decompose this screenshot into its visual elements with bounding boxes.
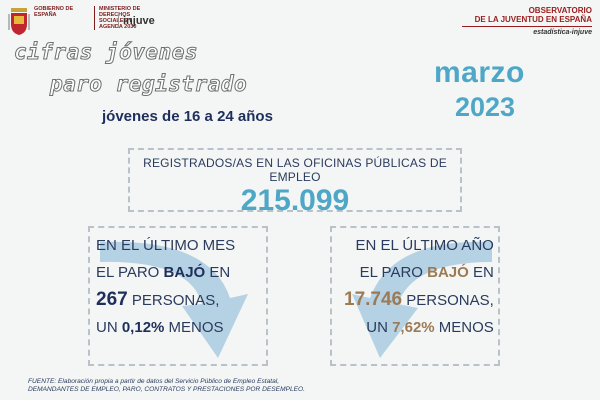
yearly-line2: EL PARO BAJÓ EN [359, 264, 494, 281]
total-label: REGISTRADOS/AS EN LAS OFICINAS PÚBLICAS … [143, 156, 447, 184]
total-value: 215.099 [240, 184, 350, 217]
injuve-logo: injuve [118, 14, 155, 28]
down-arrow-icon [352, 241, 492, 358]
injuve-label: injuve [123, 14, 155, 27]
observatory-logo: OBSERVATORIO DE LA JUVENTUD EN ESPAÑA es… [462, 6, 592, 37]
source-line1: FUENTE: Elaboración propia a partir de d… [28, 378, 280, 385]
title-line2: paro registrado [49, 72, 248, 97]
monthly-people-value: 267 [96, 289, 128, 310]
yearly-fell-word: BAJÓ [427, 264, 469, 281]
government-label: GOBIERNO DE ESPAÑA [34, 6, 74, 18]
yearly-line1: EN EL ÚLTIMO AÑO [355, 237, 494, 254]
yearly-percent-value: 7,62% [392, 319, 435, 336]
yearly-line3: 17.746 PERSONAS, [344, 289, 494, 310]
monthly-line4: UN 0,12% MENOS [96, 319, 224, 336]
ministry-label: MINISTERIO DE DERECHOS SOCIALES Y AGENDA… [99, 6, 141, 30]
monthly-line1: EN EL ÚLTIMO MES [96, 237, 236, 254]
down-arrow-icon [100, 241, 248, 358]
yearly-change-box: EN EL ÚLTIMO AÑO EL PARO BAJÓ EN 17.746 … [330, 226, 500, 366]
period-month: marzo [434, 56, 525, 89]
monthly-percent-value: 0,12% [121, 319, 165, 336]
source-line2: DEMANDANTES DE EMPLEO, PARO, CONTRATOS Y… [28, 386, 305, 393]
source-note: FUENTE: Elaboración propia a partir de d… [28, 378, 305, 394]
yearly-line4: UN 7,62% MENOS [366, 319, 494, 336]
title-line1: cifras jóvenes [13, 40, 199, 65]
monthly-line2: EL PARO BAJÓ EN [96, 264, 231, 281]
monthly-change-box: EN EL ÚLTIMO MES EL PARO BAJÓ EN 267 PER… [88, 226, 268, 366]
monthly-fell-word: BAJÓ [163, 264, 206, 281]
period-year: 2023 [455, 92, 516, 122]
monthly-line3: 267 PERSONAS, [96, 289, 220, 310]
total-registered-box: REGISTRADOS/AS EN LAS OFICINAS PÚBLICAS … [128, 148, 462, 217]
coat-of-arms-icon [8, 8, 30, 35]
observatory-line1: OBSERVATORIO [528, 6, 592, 15]
observatory-line3: estadística-injuve [533, 29, 592, 36]
government-logo: GOBIERNO DE ESPAÑA MINISTERIO DE DERECHO… [8, 6, 155, 40]
subtitle: jóvenes de 16 a 24 años [102, 108, 273, 125]
yearly-people-value: 17.746 [344, 289, 403, 310]
observatory-divider [462, 26, 592, 27]
observatory-line2: DE LA JUVENTUD EN ESPAÑA [474, 15, 592, 24]
